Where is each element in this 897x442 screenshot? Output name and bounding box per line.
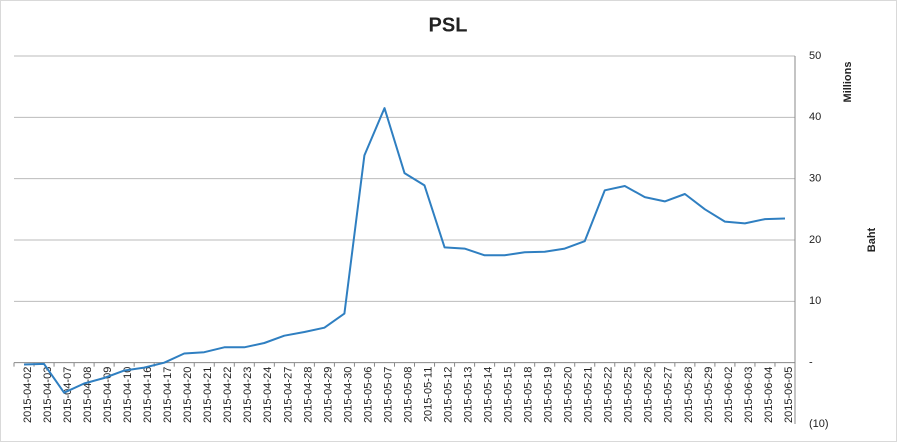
x-tick-label: 2015-05-07	[382, 367, 394, 423]
y-tick-label: 40	[809, 111, 821, 123]
x-tick-label: 2015-04-24	[262, 367, 274, 423]
x-tick-label: 2015-05-21	[583, 367, 595, 423]
x-tick-label: 2015-04-28	[302, 367, 314, 423]
x-tick-label: 2015-04-29	[322, 367, 334, 423]
x-tick-label: 2015-04-22	[222, 367, 234, 423]
x-tick-label: 2015-05-13	[462, 367, 474, 423]
x-tick-label: 2015-04-23	[242, 367, 254, 423]
x-tick-label: 2015-05-14	[483, 367, 495, 423]
x-tick-label: 2015-06-02	[723, 367, 735, 423]
line-series	[23, 107, 786, 394]
x-tick-label: 2015-04-08	[82, 367, 94, 423]
x-tick-label: 2015-04-16	[142, 367, 154, 423]
y-tick-label: (10)	[809, 418, 829, 430]
x-tick-label: 2015-05-25	[623, 367, 635, 423]
y-tick-label: 20	[809, 234, 821, 246]
y-tick-label: 50	[809, 50, 821, 62]
x-tick-label: 2015-05-12	[442, 367, 454, 423]
y-tick-label: -	[809, 357, 813, 369]
x-tick-label: 2015-05-18	[523, 367, 535, 423]
x-tick-label: 2015-05-20	[563, 367, 575, 423]
x-tick-label: 2015-04-07	[62, 367, 74, 423]
x-tick-label: 2015-05-06	[362, 367, 374, 423]
x-tick-label: 2015-06-05	[783, 367, 795, 423]
y-tick-label: 10	[809, 295, 821, 307]
x-tick-label: 2015-05-27	[663, 367, 675, 423]
x-tick-label: 2015-05-28	[683, 367, 695, 423]
x-tick-label: 2015-06-03	[743, 367, 755, 423]
x-tick-label: 2015-04-27	[282, 367, 294, 423]
x-tick-label: 2015-04-09	[102, 367, 114, 423]
x-tick-label: 2015-05-29	[703, 367, 715, 423]
x-tick-label: 2015-04-21	[202, 367, 214, 423]
y-axis-label: Baht	[866, 227, 878, 252]
y-axis-unit: Millions	[842, 62, 854, 103]
chart-title: PSL	[429, 14, 468, 36]
x-tick-label: 2015-04-10	[122, 367, 134, 423]
x-tick-label: 2015-05-22	[603, 367, 615, 423]
x-tick-label: 2015-04-20	[182, 367, 194, 423]
y-tick-label: 30	[809, 173, 821, 185]
x-tick-label: 2015-05-08	[402, 367, 414, 423]
x-tick-label: 2015-06-04	[763, 367, 775, 423]
x-tick-label: 2015-04-17	[162, 367, 174, 423]
x-tick-label: 2015-05-26	[643, 367, 655, 423]
x-tick-label: 2015-05-11	[422, 367, 434, 422]
x-tick-label: 2015-05-15	[503, 367, 515, 423]
x-tick-label: 2015-05-19	[543, 367, 555, 423]
x-tick-label: 2015-04-03	[42, 367, 54, 423]
x-tick-label: 2015-04-30	[342, 367, 354, 423]
x-tick-label: 2015-04-02	[22, 367, 34, 423]
